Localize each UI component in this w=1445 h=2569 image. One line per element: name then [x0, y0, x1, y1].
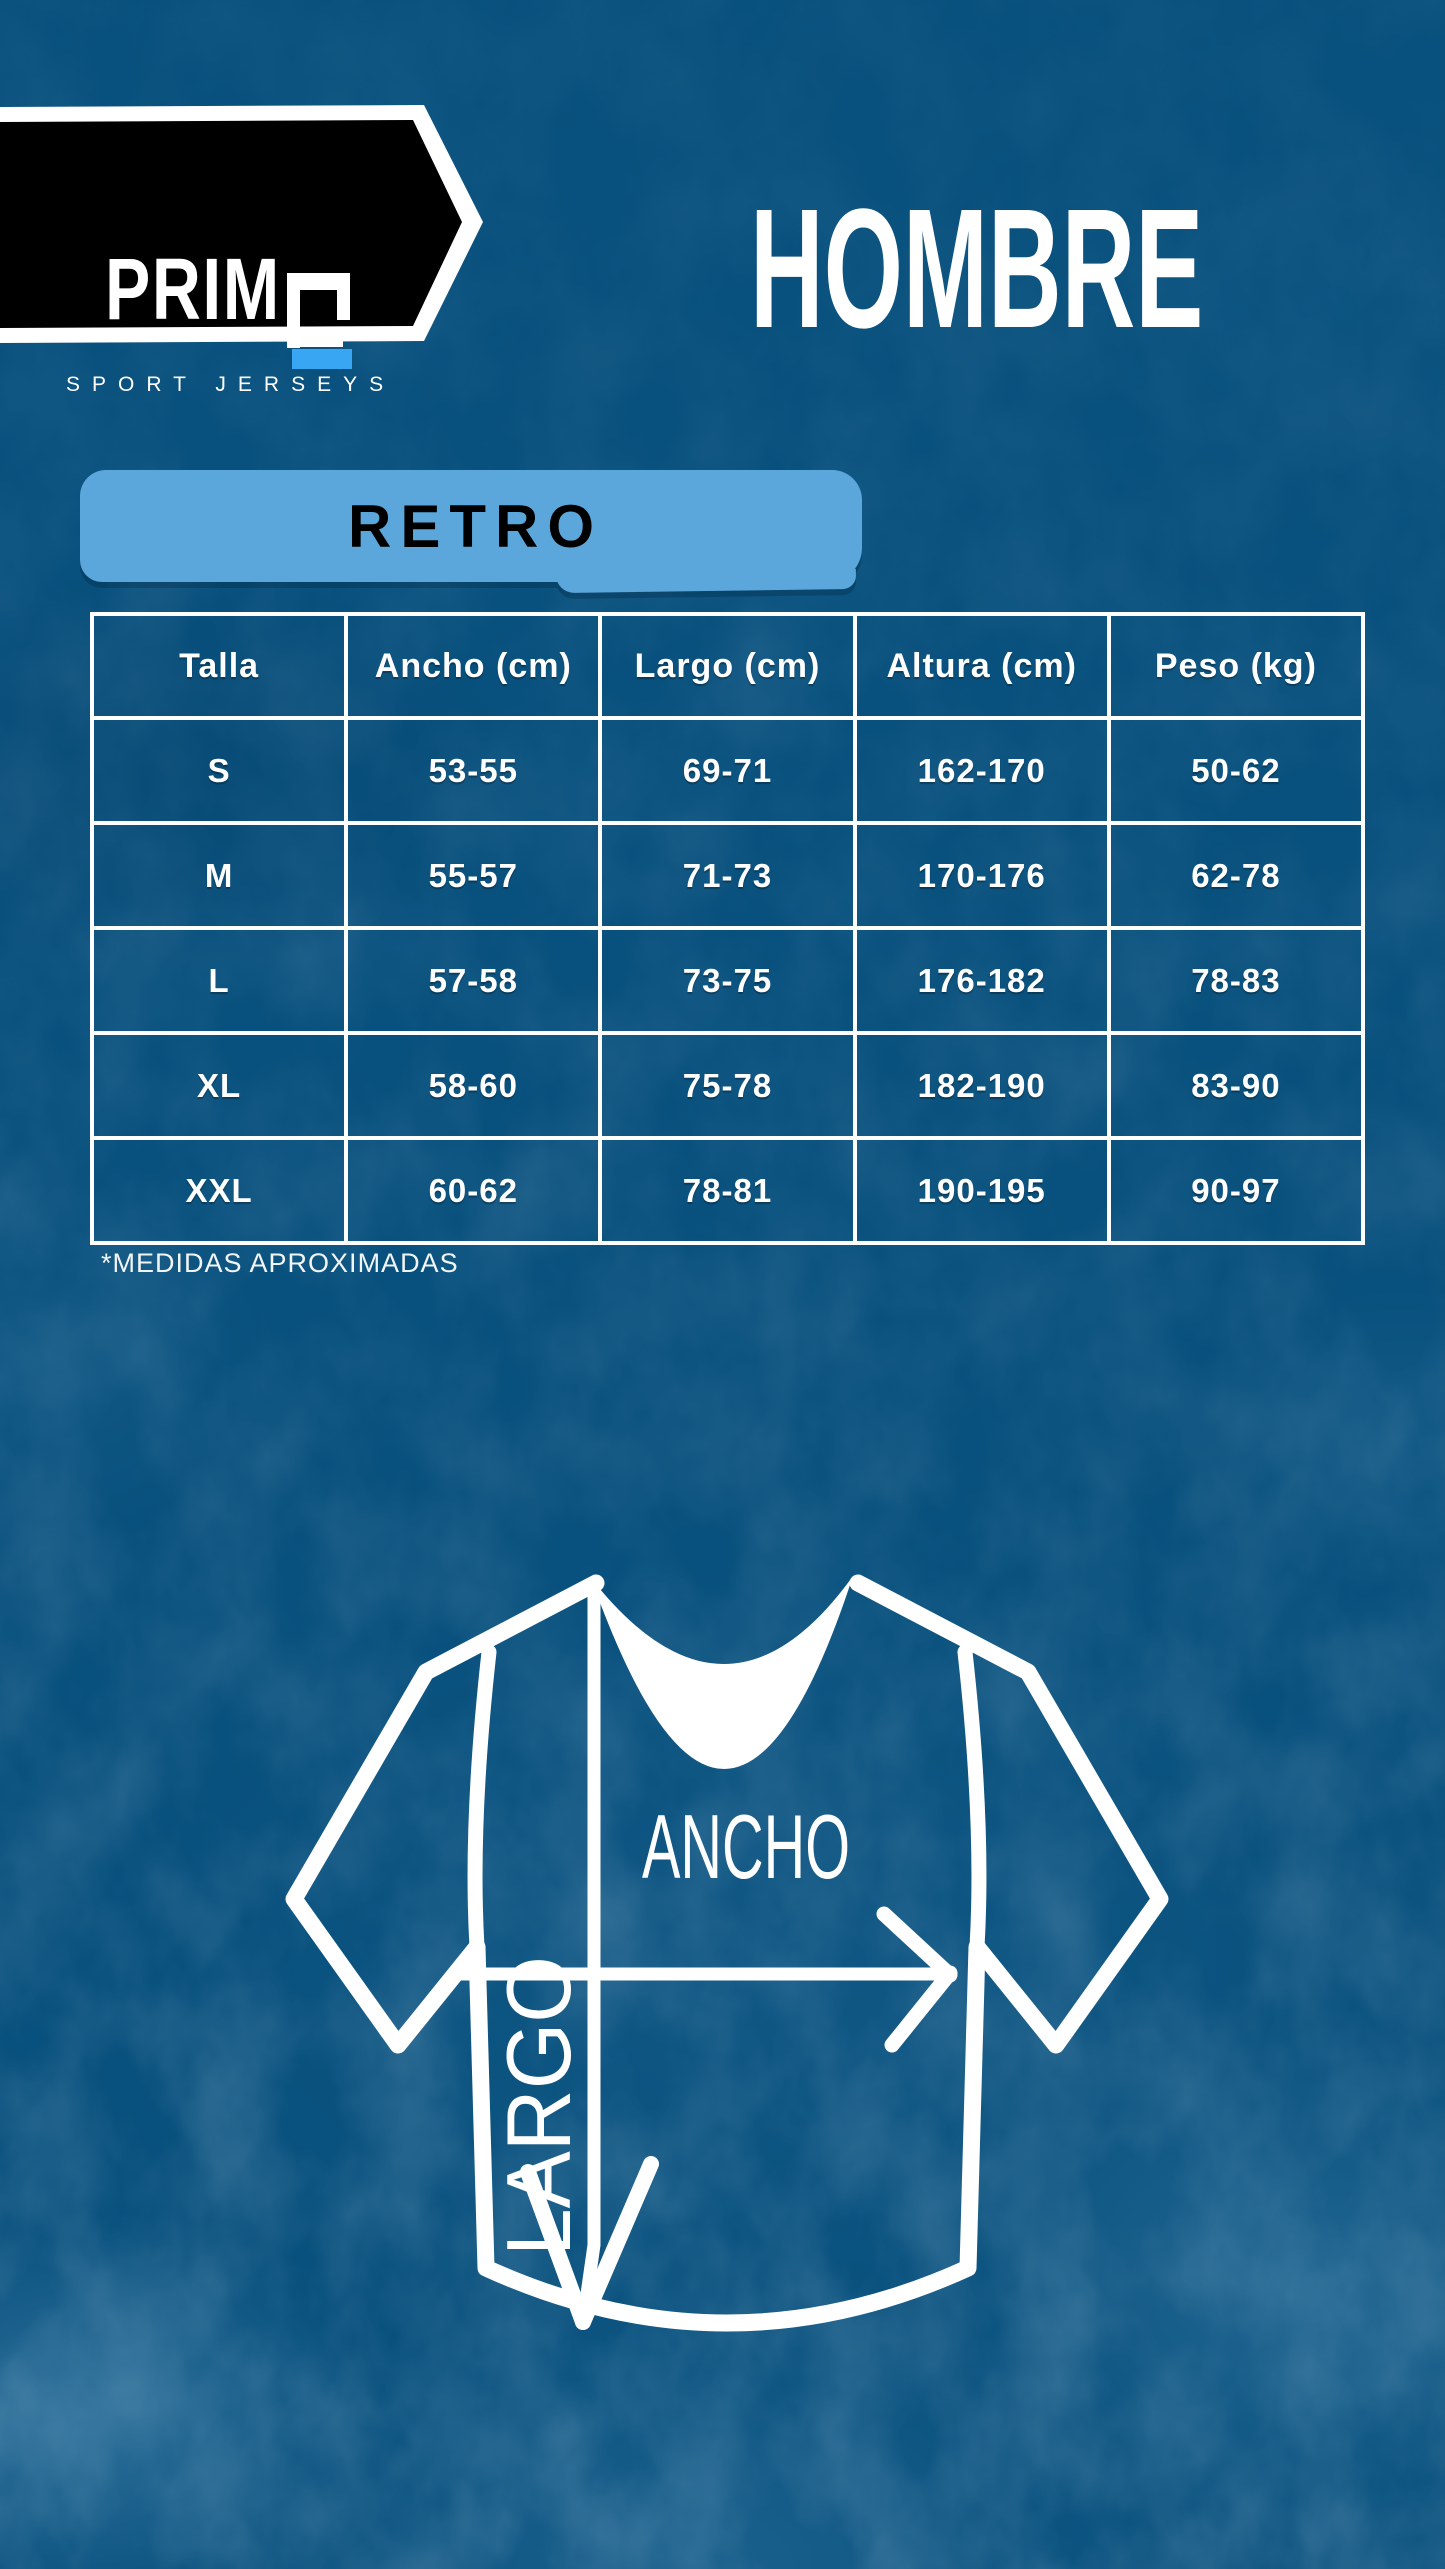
tshirt-seam-left — [467, 1644, 497, 1955]
width-label: ANCHO — [642, 1797, 850, 1898]
tshirt-seam-right — [957, 1644, 987, 1955]
length-label: LARGO — [489, 1956, 590, 2256]
tshirt-collar — [591, 1576, 853, 1770]
